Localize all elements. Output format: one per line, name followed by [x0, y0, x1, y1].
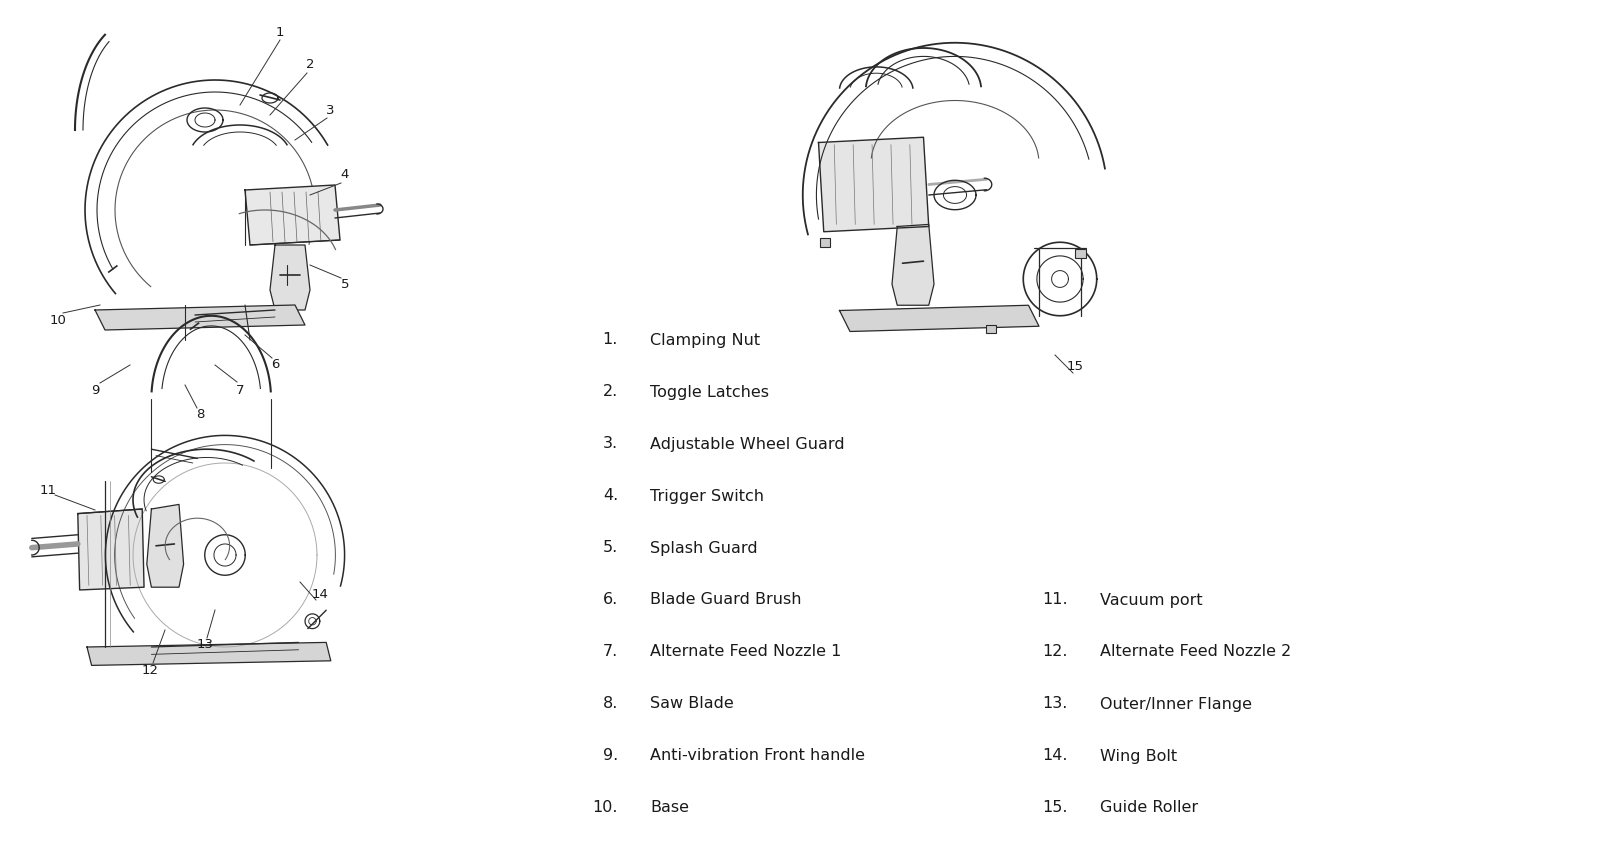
- Text: Outer/Inner Flange: Outer/Inner Flange: [1101, 696, 1251, 712]
- Bar: [986, 325, 997, 333]
- Text: 10: 10: [50, 313, 67, 326]
- Text: Blade Guard Brush: Blade Guard Brush: [650, 593, 802, 608]
- Polygon shape: [270, 245, 310, 310]
- Polygon shape: [245, 185, 339, 245]
- Text: 1.: 1.: [603, 332, 618, 347]
- Polygon shape: [78, 509, 144, 590]
- Polygon shape: [819, 137, 928, 232]
- Text: 2.: 2.: [603, 385, 618, 399]
- Text: Guide Roller: Guide Roller: [1101, 800, 1198, 816]
- Text: Adjustable Wheel Guard: Adjustable Wheel Guard: [650, 437, 845, 451]
- Text: Saw Blade: Saw Blade: [650, 696, 734, 712]
- Text: 6.: 6.: [603, 593, 618, 608]
- Text: Wing Bolt: Wing Bolt: [1101, 748, 1178, 764]
- Text: 12.: 12.: [1043, 645, 1069, 660]
- Polygon shape: [893, 225, 934, 306]
- Text: 8.: 8.: [603, 696, 618, 712]
- Bar: [1075, 249, 1086, 258]
- Text: 3: 3: [326, 103, 334, 116]
- Text: Vacuum port: Vacuum port: [1101, 593, 1203, 608]
- Polygon shape: [86, 642, 331, 666]
- Text: 7.: 7.: [603, 645, 618, 660]
- Text: Anti-vibration Front handle: Anti-vibration Front handle: [650, 748, 866, 764]
- Text: 6: 6: [270, 358, 278, 372]
- Text: 9.: 9.: [603, 748, 618, 764]
- Text: Base: Base: [650, 800, 690, 816]
- Text: 8: 8: [195, 409, 205, 422]
- Text: 5: 5: [341, 279, 349, 292]
- Text: 5.: 5.: [603, 541, 618, 556]
- Text: 14.: 14.: [1043, 748, 1069, 764]
- Text: 12: 12: [141, 663, 158, 676]
- Text: 11.: 11.: [1042, 593, 1069, 608]
- Text: 14: 14: [312, 589, 328, 602]
- Text: 10.: 10.: [592, 800, 618, 816]
- Polygon shape: [147, 504, 184, 587]
- Text: 4: 4: [341, 168, 349, 181]
- Text: 13.: 13.: [1043, 696, 1069, 712]
- Text: 13: 13: [197, 639, 213, 652]
- Text: 9: 9: [91, 384, 99, 397]
- Polygon shape: [840, 306, 1038, 332]
- Text: Splash Guard: Splash Guard: [650, 541, 758, 556]
- Text: 1: 1: [275, 25, 285, 38]
- Text: 7: 7: [235, 384, 245, 397]
- Text: Alternate Feed Nozzle 2: Alternate Feed Nozzle 2: [1101, 645, 1291, 660]
- Text: 3.: 3.: [603, 437, 618, 451]
- Text: Trigger Switch: Trigger Switch: [650, 489, 765, 503]
- Text: 11: 11: [40, 483, 56, 496]
- Text: Clamping Nut: Clamping Nut: [650, 332, 760, 347]
- Bar: [819, 238, 830, 247]
- Polygon shape: [94, 305, 306, 330]
- Text: 15: 15: [1067, 360, 1083, 373]
- Text: 4.: 4.: [603, 489, 618, 503]
- Text: 15.: 15.: [1043, 800, 1069, 816]
- Text: Alternate Feed Nozzle 1: Alternate Feed Nozzle 1: [650, 645, 842, 660]
- Text: 2: 2: [306, 58, 314, 71]
- Text: Toggle Latches: Toggle Latches: [650, 385, 770, 399]
